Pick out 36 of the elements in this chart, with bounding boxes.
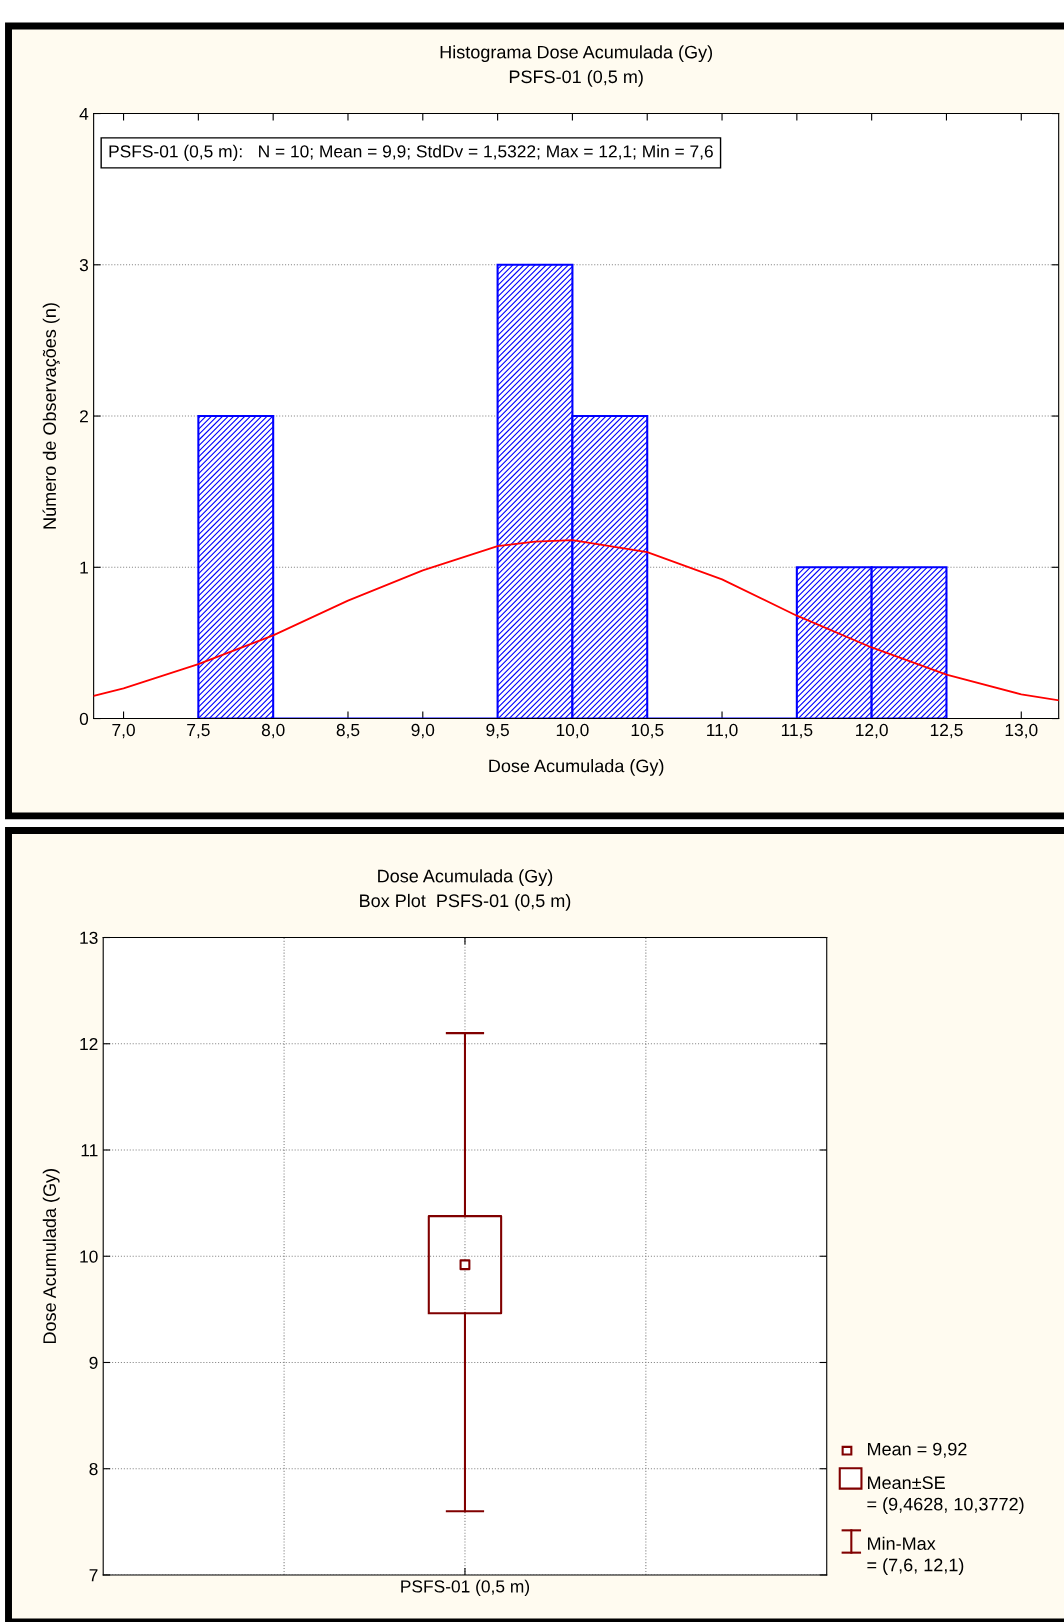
x-tick-label: 11,0 bbox=[707, 723, 738, 739]
x-tick-label: 7,5 bbox=[187, 724, 210, 739]
y-tick-label: 0 bbox=[79, 712, 89, 726]
y-tick-label: 9 bbox=[89, 1356, 98, 1369]
annotation: PSFS-01 (0,5 m): N = 10; Mean = 9,9; StdDv = 1,5322; Max = 12,1; Min = 7,6 bbox=[109, 144, 713, 161]
chart-subtitle: PSFS-01 (0,5 m) bbox=[509, 69, 643, 87]
x-tick-label: 8,5 bbox=[336, 723, 360, 739]
chart-title: Histograma Dose Acumulada (Gy) bbox=[440, 45, 713, 63]
chart-subtitle: Box Plot PSFS-01 (0,5 m) bbox=[360, 893, 571, 911]
y-tick-label: 8 bbox=[89, 1462, 98, 1476]
x-tick-label: 9,0 bbox=[411, 723, 435, 739]
y-tick-label: 7 bbox=[89, 1569, 98, 1582]
text: Mean = 9,92 bbox=[868, 1442, 967, 1458]
text: Mean±SE = (9,4628, 10,3772) bbox=[867, 1476, 1024, 1515]
y-axis-title: Número de Observações (n) bbox=[42, 303, 60, 529]
x-tick-label: 9,5 bbox=[486, 723, 509, 739]
x-tick-label: 10,5 bbox=[631, 723, 664, 739]
x-tick-label: 13,0 bbox=[1005, 723, 1038, 739]
x-tick-label: 7,0 bbox=[112, 723, 135, 739]
x-tick-label: 10,0 bbox=[556, 723, 589, 739]
y-tick-label: 4 bbox=[79, 107, 89, 120]
y-tick-label: 10 bbox=[80, 1250, 98, 1263]
text: Min-Max = (7,6, 12,1) bbox=[867, 1536, 964, 1575]
y-tick-label: 11 bbox=[81, 1144, 98, 1157]
chart-title: Dose Acumulada (Gy) bbox=[378, 869, 553, 887]
y-tick-label: 2 bbox=[79, 410, 88, 423]
y-axis-title: Dose Acumulada (Gy) bbox=[42, 1169, 60, 1344]
x-tick-label: 12,5 bbox=[930, 723, 963, 739]
y-tick-label: 3 bbox=[79, 258, 89, 272]
x-axis-title: Dose Acumulada (Gy) bbox=[489, 759, 664, 776]
y-tick-label: 13 bbox=[80, 931, 98, 944]
y-tick-label: 1 bbox=[80, 561, 88, 574]
x-tick-label: 11,5 bbox=[781, 724, 813, 739]
x-tick-label: 12,0 bbox=[856, 723, 888, 739]
x-tick-label: 8,0 bbox=[261, 723, 285, 739]
y-tick-label: 12 bbox=[80, 1037, 98, 1051]
